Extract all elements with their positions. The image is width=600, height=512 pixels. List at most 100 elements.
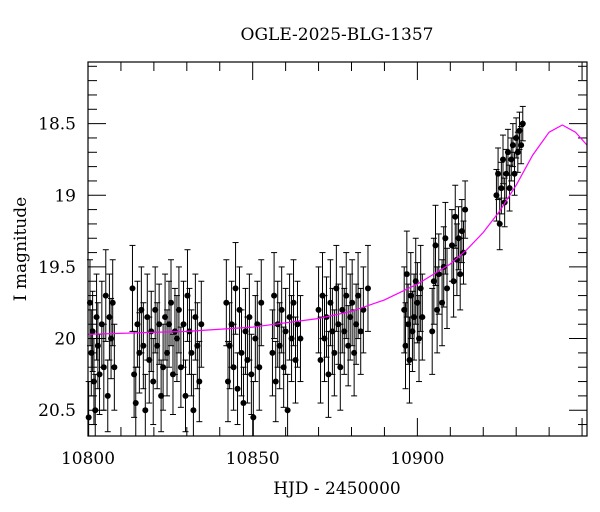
data-point [182, 392, 189, 399]
data-point [192, 314, 199, 321]
data-point [276, 342, 283, 349]
data-point [317, 357, 324, 364]
x-axis-label: HJD - 2450000 [273, 479, 401, 499]
data-point [140, 342, 147, 349]
data-point [94, 342, 101, 349]
data-point [444, 285, 451, 292]
data-point [278, 306, 285, 313]
data-point [429, 328, 436, 335]
data-point [430, 278, 437, 285]
data-point [511, 170, 518, 177]
data-point [132, 400, 139, 407]
x-tick-label: 10900 [390, 449, 444, 469]
data-point [242, 328, 249, 335]
data-point [357, 328, 364, 335]
data-point [284, 407, 291, 414]
data-point [228, 321, 235, 328]
data-point [154, 342, 161, 349]
data-point [493, 192, 500, 199]
data-point [353, 321, 360, 328]
data-point [93, 314, 100, 321]
data-point [168, 299, 175, 306]
data-point [453, 256, 460, 263]
data-point [419, 314, 426, 321]
data-point [152, 306, 159, 313]
data-point [166, 321, 173, 328]
data-point [252, 335, 259, 342]
data-point [508, 156, 515, 163]
data-point [224, 378, 231, 385]
data-point [236, 306, 243, 313]
y-tick-label: 20.5 [38, 401, 76, 421]
data-point [321, 335, 328, 342]
data-point [335, 321, 342, 328]
data-point [513, 134, 520, 141]
data-point [90, 378, 97, 385]
data-point [439, 299, 446, 306]
data-point [504, 149, 511, 156]
data-point [432, 242, 439, 249]
data-point [92, 407, 99, 414]
data-point [452, 213, 459, 220]
data-point [164, 349, 171, 356]
data-point [500, 156, 507, 163]
data-point [498, 185, 505, 192]
data-point [458, 228, 465, 235]
y-tick-label: 18.5 [38, 115, 76, 135]
data-point [190, 407, 197, 414]
data-point [272, 378, 279, 385]
data-point [325, 371, 332, 378]
data-point [403, 271, 410, 278]
data-point [142, 407, 149, 414]
data-point [401, 306, 408, 313]
x-tick-label: 10850 [226, 449, 280, 469]
data-point [160, 364, 167, 371]
data-point [455, 235, 462, 242]
data-point [360, 306, 367, 313]
y-tick-label: 19.5 [38, 258, 76, 278]
data-point [406, 357, 413, 364]
data-point [232, 285, 239, 292]
data-point [184, 292, 191, 299]
data-point [271, 292, 278, 299]
data-point [250, 414, 257, 421]
data-point [175, 306, 182, 313]
y-tick-label: 20 [54, 330, 76, 350]
data-point [409, 328, 416, 335]
data-point [88, 349, 95, 356]
data-point [230, 364, 237, 371]
data-point [319, 292, 326, 299]
data-point [194, 342, 201, 349]
data-point [412, 278, 419, 285]
data-point [109, 299, 116, 306]
data-point [96, 371, 103, 378]
plot-frame [87, 61, 588, 437]
data-point [407, 292, 414, 299]
data-point [519, 120, 526, 127]
data-point [333, 285, 340, 292]
data-point [234, 385, 241, 392]
data-point [343, 292, 350, 299]
data-point [136, 349, 143, 356]
data-point [349, 299, 356, 306]
data-point [402, 342, 409, 349]
data-point [514, 149, 521, 156]
data-point [180, 321, 187, 328]
x-tick-label: 10800 [61, 449, 115, 469]
data-point [169, 371, 176, 378]
data-point [258, 299, 265, 306]
data-point [286, 314, 293, 321]
data-point [85, 414, 92, 421]
data-point [457, 271, 464, 278]
data-point [246, 314, 253, 321]
data-point [405, 321, 412, 328]
data-point [503, 170, 510, 177]
data-point [108, 335, 115, 342]
data-point [351, 349, 358, 356]
data-point [238, 349, 245, 356]
data-point [196, 378, 203, 385]
data-point [144, 314, 151, 321]
data-point [131, 371, 138, 378]
data-point [297, 335, 304, 342]
